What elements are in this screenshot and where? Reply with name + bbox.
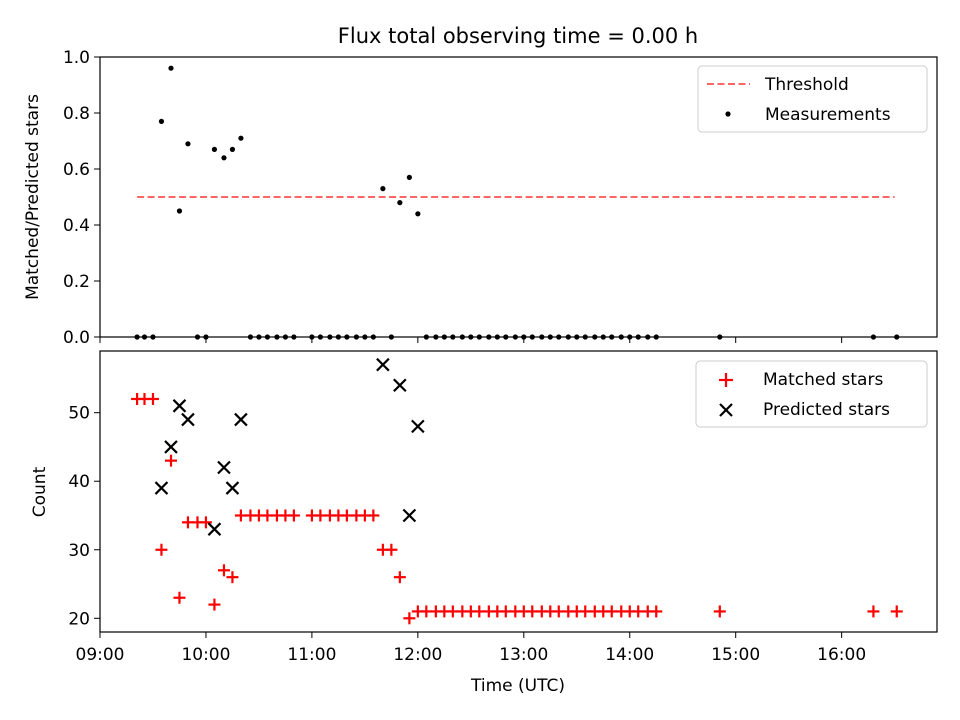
count-panel-frame [99, 350, 938, 633]
legend-predicted-swatch [719, 403, 733, 417]
matched-point [208, 598, 221, 611]
predicted-point [376, 357, 390, 372]
measurement-point [238, 135, 244, 141]
predicted-point [181, 412, 195, 427]
ratio-y-tick-label: 0.8 [63, 104, 90, 124]
legend-measurements-label: Measurements [765, 105, 891, 125]
matched-point [173, 591, 186, 604]
legend-threshold-label: Threshold [764, 75, 849, 95]
legend-matched-label: Matched stars [763, 370, 883, 390]
predicted-point [234, 412, 248, 427]
predicted-point [402, 508, 417, 523]
measurement-point [229, 146, 236, 152]
count-x-tick-label: 16:00 [817, 645, 866, 665]
legend-predicted-label: Predicted stars [763, 400, 890, 420]
count-legend: Matched stars Predicted stars [695, 360, 928, 428]
ratio-legend: Threshold Measurements [697, 65, 928, 133]
matched-point [226, 571, 239, 584]
count-x-tick-label: 15:00 [711, 645, 760, 665]
count-x-tick-label: 11:00 [287, 645, 336, 665]
matched-point [164, 454, 177, 467]
ratio-y-tick-label: 0.4 [63, 216, 90, 236]
count-y-tick-label: 40 [68, 472, 90, 492]
ratio-y-tick-label: 0.6 [63, 160, 90, 180]
measurement-point [380, 186, 386, 192]
predicted-point [217, 460, 231, 475]
predicted-point [393, 378, 407, 393]
measurement-point [176, 208, 183, 214]
count-y-tick-label: 30 [68, 541, 90, 561]
matched-point [155, 543, 168, 556]
matched-point [650, 605, 663, 618]
matched-point [403, 612, 416, 625]
count-y-tick-label: 50 [68, 404, 90, 424]
ratio-legend-frame [697, 65, 928, 133]
measurement-point [185, 141, 191, 147]
count-y-tick-label: 20 [68, 609, 90, 629]
predicted-point [225, 481, 240, 495]
measurement-point [158, 118, 165, 124]
count-x-tick-label: 14:00 [605, 645, 654, 665]
count-x-tick-label: 10:00 [181, 645, 230, 665]
legend-measurements-swatch [725, 111, 731, 117]
count-x-tick-label: 12:00 [393, 645, 442, 665]
measurement-point [211, 146, 218, 152]
matched-point [199, 516, 212, 529]
matched-point [217, 564, 230, 577]
measurement-point [168, 65, 174, 71]
measurement-point [221, 155, 227, 161]
ratio-panel: 0.0 0.2 0.4 0.6 0.8 1.0 Matched/Predicted sta… [23, 48, 938, 348]
ratio-y-tick-label: 1.0 [63, 48, 90, 68]
matched-point [890, 605, 903, 618]
predicted-point [172, 399, 187, 413]
matched-point [393, 571, 406, 584]
ratio-panel-frame [99, 56, 938, 338]
matched-point [146, 392, 159, 405]
figure-title: Flux total observing time = 0.00 h [338, 24, 698, 48]
matched-point [385, 543, 398, 556]
matched-point [287, 509, 300, 522]
count-x-tick-label: 09:00 [76, 645, 125, 665]
predicted-point [164, 440, 178, 454]
measurement-point [397, 200, 403, 206]
legend-matched-swatch [719, 373, 733, 387]
count-y-label: Count [30, 466, 50, 517]
measurement-point [415, 211, 421, 217]
count-panel: 09:00 10:00 11:00 12:00 13:00 14:00 15:00 16:00… [30, 350, 938, 696]
ratio-y-label: Matched/Predicted stars [23, 94, 43, 300]
count-x-tick-label: 13:00 [499, 645, 548, 665]
predicted-point [411, 419, 425, 434]
measurement-point [406, 174, 412, 180]
count-x-label: Time (UTC) [470, 676, 565, 696]
ratio-y-tick-label: 0.2 [63, 272, 90, 292]
matched-point [867, 605, 880, 618]
predicted-point [207, 522, 222, 536]
matched-point [713, 605, 726, 618]
ratio-y-tick-label: 0.0 [63, 328, 90, 348]
count-legend-frame [695, 360, 928, 428]
matched-point [367, 509, 380, 522]
predicted-point [154, 481, 169, 495]
